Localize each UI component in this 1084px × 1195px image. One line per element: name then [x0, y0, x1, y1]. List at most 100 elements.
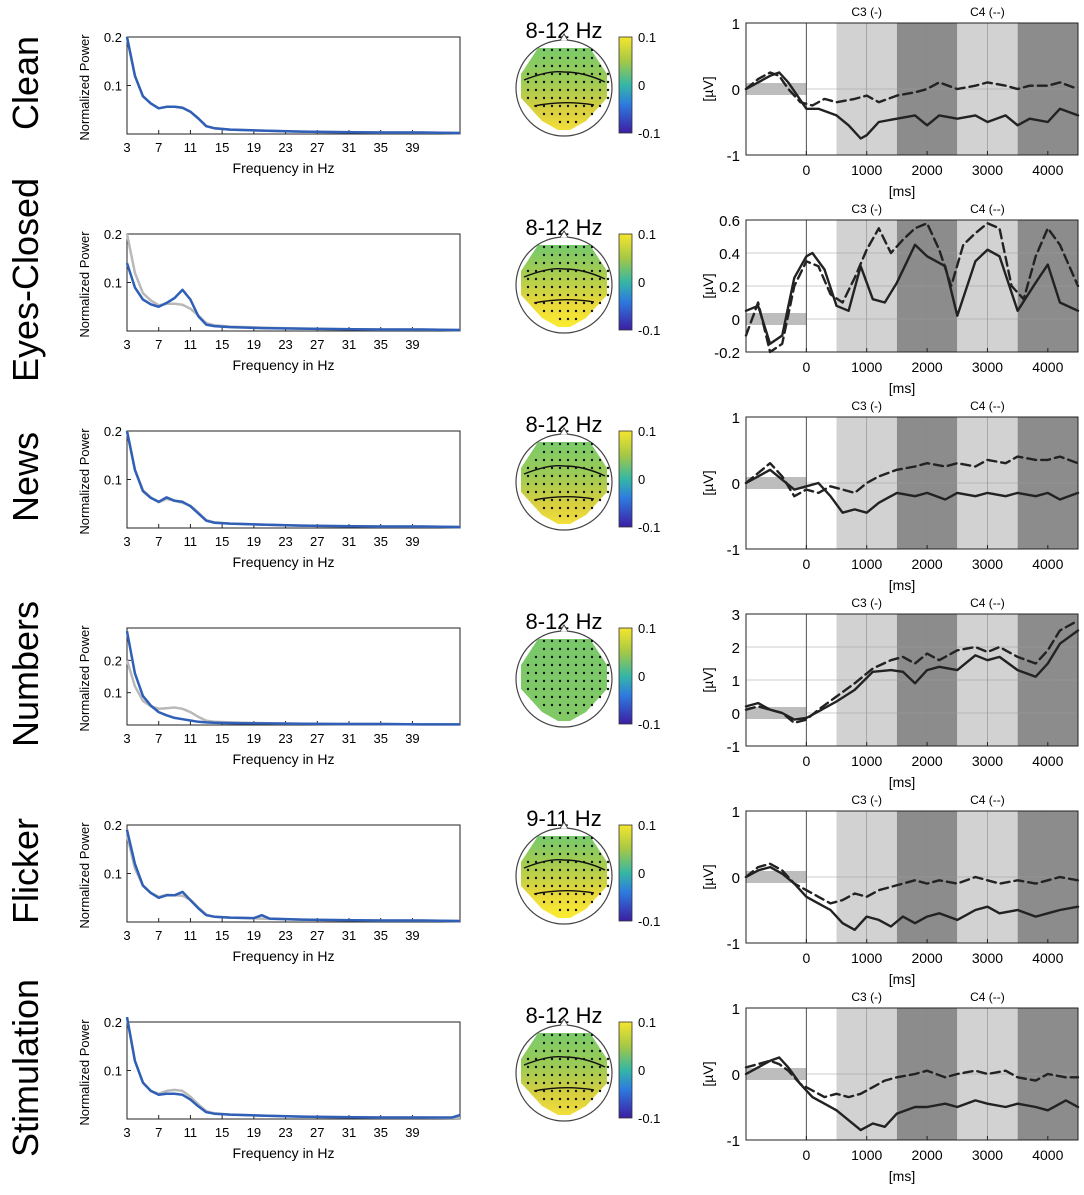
electrode-dot	[550, 1057, 554, 1061]
electrode-dot	[574, 490, 578, 494]
electrode-dot	[598, 261, 602, 265]
electrode-dot	[542, 844, 546, 848]
electrode-dot	[558, 285, 562, 289]
electrode-dot	[582, 663, 586, 667]
spectrum-xtick-label: 3	[123, 337, 130, 352]
electrode-dot	[558, 695, 562, 699]
erp-ytick-label: -0.2	[714, 345, 740, 362]
electrode-dot	[534, 892, 538, 896]
erp-xtick-label: 1000	[851, 359, 882, 375]
electrode-dot	[542, 474, 546, 478]
electrode-dot	[606, 293, 610, 297]
electrode-dot	[534, 261, 538, 265]
spectrum-xtick-label: 27	[310, 928, 324, 943]
contour-line	[523, 858, 606, 871]
spectrum-xtick-label: 7	[155, 140, 162, 155]
electrode-dot	[606, 277, 610, 281]
electrode-dot	[574, 317, 578, 321]
electrode-dot	[526, 285, 530, 289]
electrode-dot	[558, 253, 562, 257]
electrode-dot	[566, 269, 570, 273]
electrode-dot	[542, 1089, 546, 1093]
electrode-dot	[558, 466, 562, 470]
erp-ytick-label: 1	[732, 673, 740, 690]
electrode-dot	[582, 293, 586, 297]
electrode-dot	[566, 908, 570, 912]
nose-marker	[559, 33, 569, 41]
electrode-dot	[542, 450, 546, 454]
spectrum-ytick-label: 0.1	[104, 1064, 122, 1079]
erp-ytick-label: 0.2	[719, 279, 740, 296]
electrode-dot	[590, 112, 594, 116]
electrode-dot	[558, 639, 562, 643]
row-clean: Clean 3 7 11 15 19 23 27 31 35 39 0.1 0.2 Frequency i…	[5, 5, 1080, 199]
electrode-dot	[574, 293, 578, 297]
electrode-dot	[598, 458, 602, 462]
electrode-dot	[606, 466, 610, 470]
electrode-dot	[582, 466, 586, 470]
erp-axes-box	[745, 613, 1079, 747]
electrode-dot	[526, 1065, 530, 1069]
electrode-dot	[590, 64, 594, 68]
electrode-dot	[574, 679, 578, 683]
spectrum-xtick-label: 23	[278, 534, 292, 549]
electrode-dot	[582, 482, 586, 486]
electrode-dot	[550, 639, 554, 643]
electrode-dot	[542, 56, 546, 60]
electrode-dot	[574, 900, 578, 904]
electrode-dot	[582, 269, 586, 273]
electrode-dot	[542, 506, 546, 510]
electrode-dot	[558, 104, 562, 108]
electrode-dot	[558, 64, 562, 68]
spectrum-xtick-label: 7	[155, 534, 162, 549]
contour-line	[523, 70, 606, 83]
electrode-dot	[550, 663, 554, 667]
electrode-dot	[550, 647, 554, 651]
spectrum-xtick-label: 15	[215, 140, 229, 155]
colorbar-tick-label: 0	[638, 472, 645, 487]
erp-ytick-label: 3	[732, 607, 740, 624]
electrode-dot	[566, 482, 570, 486]
spectrum-xtick-label: 35	[373, 337, 387, 352]
electrode-dot	[566, 80, 570, 84]
baseline-box	[746, 313, 807, 325]
electrode-dot	[566, 1049, 570, 1053]
electrode-dot	[582, 852, 586, 856]
spectrum-ylabel: Normalized Power	[77, 625, 92, 732]
electrode-dot	[574, 48, 578, 52]
electrode-dot	[558, 80, 562, 84]
electrode-dot	[606, 1057, 610, 1061]
erp-ytick-label: 1	[732, 410, 740, 427]
electrode-dot	[542, 836, 546, 840]
condition-label: Clean	[5, 36, 46, 130]
electrode-dot	[566, 474, 570, 478]
electrode-dot	[574, 844, 578, 848]
erp-ylabel: [µV]	[700, 667, 716, 692]
electrode-dot	[590, 679, 594, 683]
electrode-dot	[566, 852, 570, 856]
erp-xlabel: [ms]	[889, 183, 915, 199]
electrode-dot	[542, 301, 546, 305]
electrode-dot	[582, 836, 586, 840]
electrode-dot	[590, 506, 594, 510]
electrode-dot	[590, 868, 594, 872]
spectrum-xtick-label: 27	[310, 140, 324, 155]
spectrum-xtick-label: 39	[405, 534, 419, 549]
electrode-dot	[558, 301, 562, 305]
spectrum-ytick-label: 0.1	[104, 686, 122, 701]
electrode-dot	[566, 309, 570, 313]
electrode-dot	[582, 88, 586, 92]
electrode-dot	[558, 884, 562, 888]
electrode-dot	[574, 498, 578, 502]
electrode-dot	[590, 1089, 594, 1093]
electrode-dot	[558, 1073, 562, 1077]
electrode-dot	[582, 892, 586, 896]
electrode-dot	[550, 852, 554, 856]
electrode-dot	[566, 884, 570, 888]
erp-xtick-label: 4000	[1032, 950, 1063, 966]
electrode-dot	[566, 1081, 570, 1085]
erp-xtick-label: 4000	[1032, 753, 1063, 769]
erp-xtick-label: 2000	[912, 950, 943, 966]
electrode-dot	[598, 1065, 602, 1069]
electrode-dot	[590, 860, 594, 864]
